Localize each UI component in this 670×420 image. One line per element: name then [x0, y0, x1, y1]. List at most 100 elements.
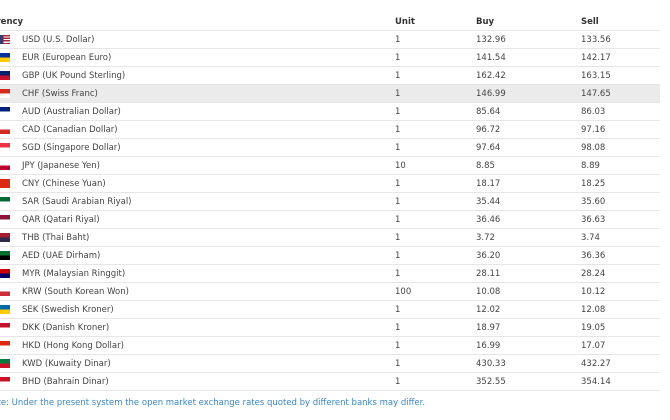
table-cell: QAR (Qatari Riyal) — [22, 215, 100, 225]
table-cell: THB (Thai Baht) — [22, 233, 90, 243]
table-cell: 12.02 — [476, 305, 501, 315]
table-cell: 162.42 — [476, 71, 506, 81]
table-cell: 36.20 — [476, 251, 501, 261]
table-cell: 1 — [395, 35, 401, 45]
table-cell: KRW (South Korean Won) — [22, 287, 129, 297]
table-cell: 132.96 — [476, 35, 506, 45]
flag-icon — [0, 53, 10, 62]
table-row: THB (Thai Baht) 1 3.72 3.74 — [0, 229, 660, 247]
flag-icon — [0, 179, 10, 188]
table-row: JPY (Japanese Yen) 10 8.85 8.89 — [0, 157, 660, 175]
table-cell: 85.64 — [476, 107, 501, 117]
table-cell: 35.60 — [581, 197, 606, 207]
table-row: USD (U.S. Dollar) 1 132.96 133.56 — [0, 31, 660, 49]
flag-icon — [0, 377, 10, 386]
table-row: MYR (Malaysian Ringgit) 1 28.11 28.24 — [0, 265, 660, 283]
table-cell: EUR (European Euro) — [22, 53, 112, 63]
table-cell: 1 — [395, 215, 401, 225]
table-row: DKK (Danish Kroner) 1 18.97 19.05 — [0, 319, 660, 337]
table-cell: 17.07 — [581, 341, 606, 351]
table-row: GBP (UK Pound Sterling) 1 162.42 163.15 — [0, 67, 660, 85]
flag-icon — [0, 269, 10, 278]
table-row: QAR (Qatari Riyal) 1 36.46 36.63 — [0, 211, 660, 229]
table-cell: 430.33 — [476, 359, 506, 369]
flag-icon — [0, 287, 10, 296]
flag-icon — [0, 233, 10, 242]
header-cell: Sell — [581, 17, 599, 27]
flag-icon — [0, 251, 10, 260]
table-cell: 1 — [395, 143, 401, 153]
table-cell: 3.72 — [476, 233, 495, 243]
table-cell: 1 — [395, 53, 401, 63]
table-cell: SAR (Saudi Arabian Riyal) — [22, 197, 132, 207]
table-cell: 147.65 — [581, 89, 611, 99]
table-cell: 1 — [395, 341, 401, 351]
header-cell: Currency — [0, 17, 24, 27]
flag-icon — [0, 341, 10, 350]
table-row: EUR (European Euro) 1 141.54 142.17 — [0, 49, 660, 67]
table-cell: 1 — [395, 71, 401, 81]
flag-icon — [0, 71, 10, 80]
table-cell: 1 — [395, 269, 401, 279]
table-cell: 1 — [395, 179, 401, 189]
table-cell: 86.03 — [581, 107, 606, 117]
table-row: HKD (Hong Kong Dollar) 1 16.99 17.07 — [0, 337, 660, 355]
table-cell: BHD (Bahrain Dinar) — [22, 377, 109, 387]
table-cell: AUD (Australian Dollar) — [22, 107, 121, 117]
table-cell: 18.25 — [581, 179, 606, 189]
table-cell: 10.12 — [581, 287, 606, 297]
flag-icon — [0, 143, 10, 152]
table-cell: DKK (Danish Kroner) — [22, 323, 110, 333]
table-cell: 146.99 — [476, 89, 506, 99]
flag-icon — [0, 215, 10, 224]
table-cell: 100 — [395, 287, 412, 297]
table-cell: 36.63 — [581, 215, 606, 225]
table-cell: 10.08 — [476, 287, 501, 297]
table-cell: 16.99 — [476, 341, 501, 351]
table-cell: 36.36 — [581, 251, 606, 261]
table-cell: 97.16 — [581, 125, 606, 135]
table-cell: 1 — [395, 377, 401, 387]
table-cell: 1 — [395, 305, 401, 315]
table-cell: GBP (UK Pound Sterling) — [22, 71, 126, 81]
table-cell: 133.56 — [581, 35, 611, 45]
table-cell: 18.17 — [476, 179, 501, 189]
table-cell: 3.74 — [581, 233, 600, 243]
flag-icon — [0, 305, 10, 314]
flag-icon — [0, 323, 10, 332]
table-cell: 19.05 — [581, 323, 606, 333]
table-cell: 1 — [395, 89, 401, 99]
table-cell: 8.89 — [581, 161, 600, 171]
flag-icon — [0, 197, 10, 206]
table-cell: CHF (Swiss Franc) — [22, 89, 98, 99]
table-row: KRW (South Korean Won) 100 10.08 10.12 — [0, 283, 660, 301]
table-cell: 18.97 — [476, 323, 501, 333]
table-cell: KWD (Kuwaity Dinar) — [22, 359, 111, 369]
table-cell: JPY (Japanese Yen) — [22, 161, 100, 171]
table-row: AUD (Australian Dollar) 1 85.64 86.03 — [0, 103, 660, 121]
table-cell: 354.14 — [581, 377, 611, 387]
table-cell: 432.27 — [581, 359, 611, 369]
table-cell: 141.54 — [476, 53, 506, 63]
table-cell: 1 — [395, 359, 401, 369]
table-cell: CAD (Canadian Dollar) — [22, 125, 118, 135]
table-cell: 1 — [395, 125, 401, 135]
flag-icon — [0, 107, 10, 116]
table-row: AED (UAE Dirham) 1 36.20 36.36 — [0, 247, 660, 265]
table-cell: 352.55 — [476, 377, 506, 387]
table-cell: SGD (Singapore Dollar) — [22, 143, 121, 153]
header-cell: Buy — [476, 17, 495, 27]
table-cell: 35.44 — [476, 197, 501, 207]
table-cell: 96.72 — [476, 125, 501, 135]
table-cell: SEK (Swedish Kroner) — [22, 305, 114, 315]
table-cell: 1 — [395, 323, 401, 333]
table-row: SEK (Swedish Kroner) 1 12.02 12.08 — [0, 301, 660, 319]
flag-icon — [0, 125, 10, 134]
header-cell: Unit — [395, 17, 415, 27]
table-cell: 28.24 — [581, 269, 606, 279]
table-cell: 1 — [395, 251, 401, 261]
table-cell: 1 — [395, 107, 401, 117]
flag-icon — [0, 35, 10, 44]
table-cell: 1 — [395, 197, 401, 207]
